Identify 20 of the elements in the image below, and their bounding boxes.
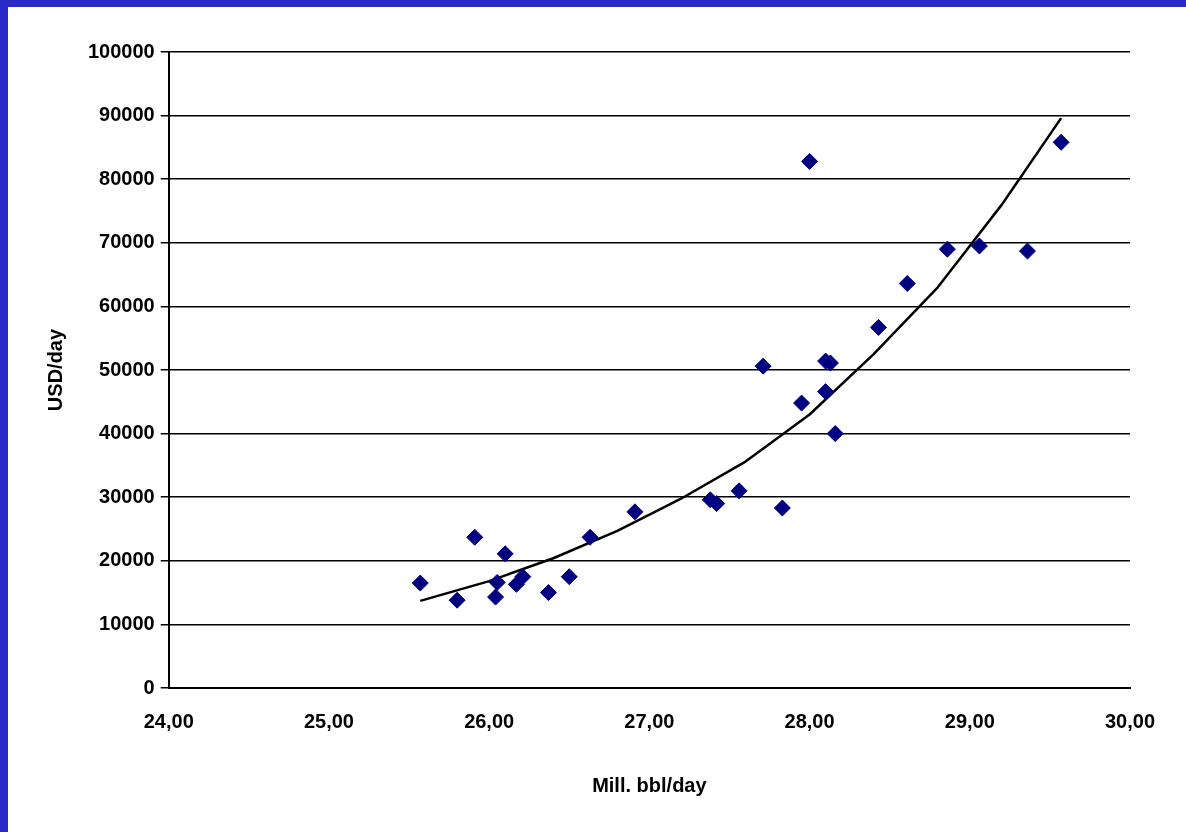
x-tick-label: 27,00 bbox=[624, 709, 675, 732]
x-tick-label: 30,00 bbox=[1104, 709, 1156, 732]
y-tick-label: 90000 bbox=[99, 103, 155, 126]
y-tick-label: 50000 bbox=[99, 357, 155, 380]
y-tick-label: 80000 bbox=[99, 166, 155, 189]
x-axis-title: Mill. bbl/day bbox=[592, 773, 708, 796]
x-tick-label: 28,00 bbox=[784, 709, 835, 732]
y-tick-label: 30000 bbox=[99, 484, 155, 507]
y-tick-label: 10000 bbox=[99, 611, 155, 634]
y-tick-label: 70000 bbox=[99, 230, 155, 253]
y-tick-label: 60000 bbox=[99, 293, 155, 316]
x-tick-label: 26,00 bbox=[464, 709, 515, 732]
y-tick-label: 0 bbox=[143, 675, 155, 698]
x-tick-label: 25,00 bbox=[303, 709, 354, 732]
y-axis-title: USD/day bbox=[43, 328, 66, 412]
y-tick-label: 20000 bbox=[99, 548, 155, 571]
y-tick-label: 100000 bbox=[87, 39, 155, 62]
x-tick-label: 24,00 bbox=[143, 709, 194, 732]
x-tick-label: 29,00 bbox=[944, 709, 995, 732]
y-tick-label: 40000 bbox=[99, 421, 155, 444]
